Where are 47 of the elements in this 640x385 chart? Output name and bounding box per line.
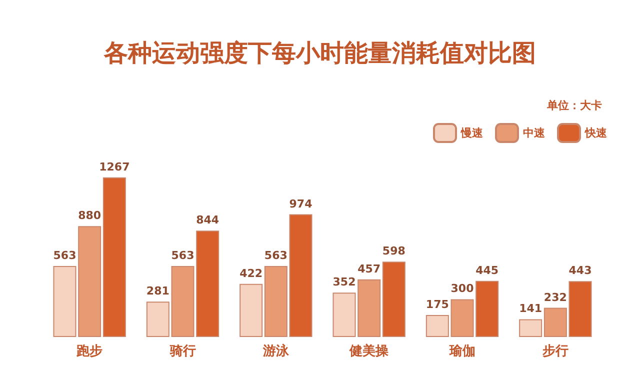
x-tick-label: 骑行 — [168, 344, 196, 359]
bar — [264, 266, 288, 337]
legend-label: 中速 — [523, 126, 546, 140]
x-tick-label: 瑜伽 — [448, 344, 476, 359]
data-label: 232 — [544, 290, 567, 304]
bar — [426, 314, 449, 337]
data-label: 598 — [382, 244, 406, 258]
bar — [196, 230, 220, 337]
chart-title: 各种运动强度下每小时能量消耗值对比图 — [103, 39, 536, 67]
bar — [146, 302, 170, 337]
bar — [450, 299, 474, 337]
data-label: 300 — [450, 282, 474, 296]
data-label: 422 — [240, 266, 263, 280]
bar — [53, 266, 76, 337]
data-label: 281 — [146, 284, 170, 298]
legend-label: 慢速 — [460, 126, 484, 140]
data-label: 563 — [53, 249, 76, 262]
bar — [240, 284, 263, 337]
data-label: 457 — [358, 262, 381, 276]
bar — [568, 281, 592, 337]
x-tick-label: 步行 — [541, 344, 568, 359]
bar — [289, 214, 312, 337]
data-label: 563 — [171, 249, 194, 262]
bar — [78, 226, 102, 337]
bar — [544, 308, 567, 337]
bar — [382, 262, 406, 337]
bar — [358, 279, 381, 337]
data-label: 175 — [426, 298, 449, 311]
data-label: 844 — [196, 214, 220, 227]
x-tick-label: 健美操 — [348, 343, 390, 359]
bar — [171, 266, 194, 337]
text: 单位：大卡 — [546, 99, 602, 112]
bar — [332, 292, 356, 337]
data-label: 974 — [289, 197, 313, 210]
data-label: 445 — [476, 264, 499, 277]
legend-label: 快速 — [584, 126, 608, 140]
data-label: 443 — [568, 264, 592, 278]
data-label: 141 — [519, 302, 542, 316]
x-tick-label: 跑步 — [76, 344, 103, 359]
bar — [476, 280, 499, 337]
bar — [102, 177, 126, 337]
x-tick-label: 游泳 — [262, 343, 290, 359]
bar — [519, 319, 542, 337]
data-label: 1267 — [99, 160, 130, 174]
data-label: 880 — [78, 209, 102, 222]
data-label: 352 — [332, 276, 356, 289]
data-label: 563 — [264, 249, 288, 262]
